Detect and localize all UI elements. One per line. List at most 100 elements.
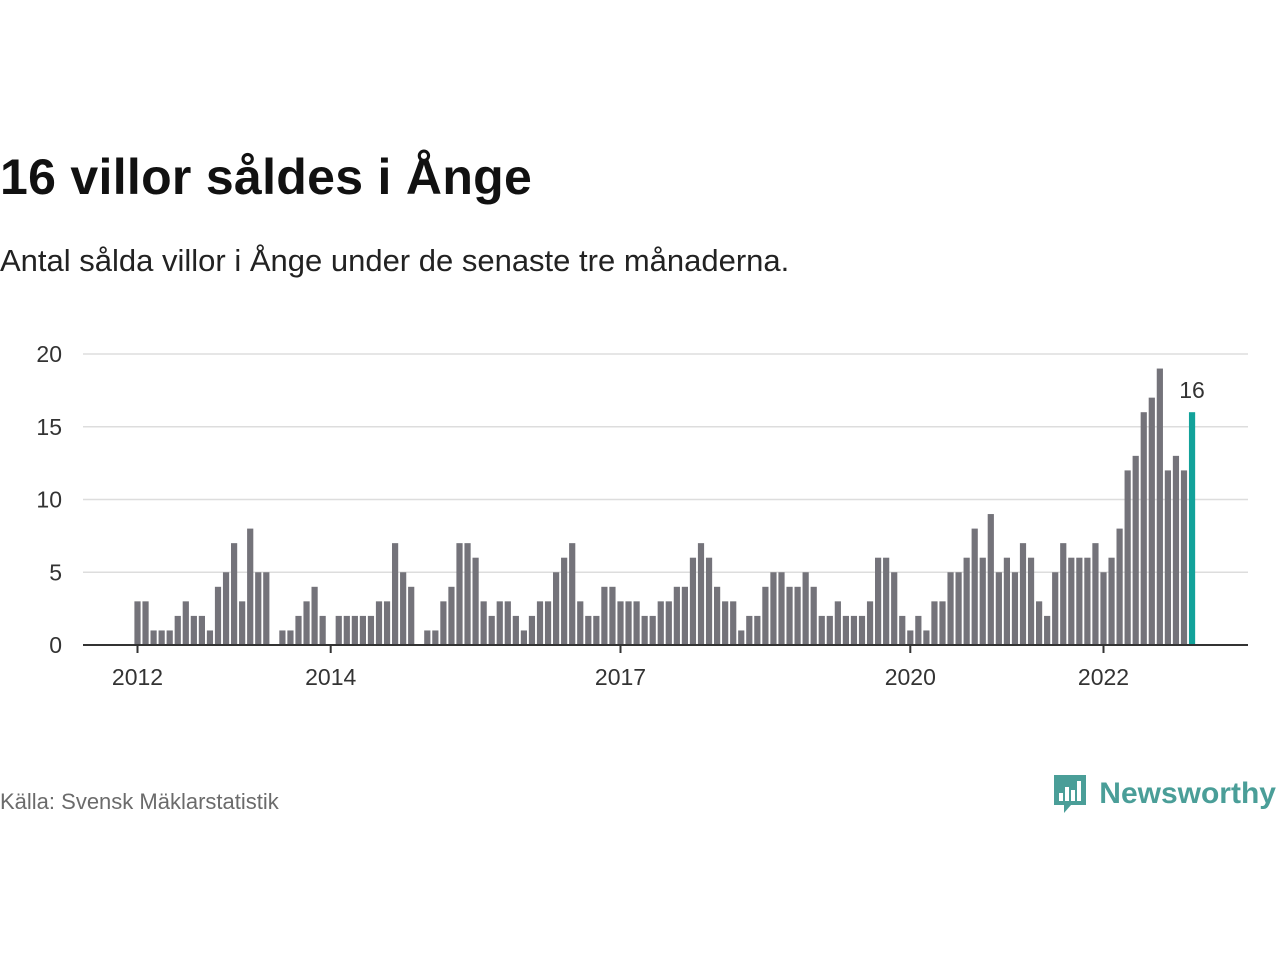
- bar: [231, 543, 238, 645]
- bar: [778, 572, 785, 645]
- bar: [1156, 368, 1163, 645]
- bar: [834, 601, 841, 645]
- bar: [794, 586, 801, 645]
- bar: [1124, 470, 1131, 645]
- bar: [955, 572, 962, 645]
- gridlines: [83, 353, 1248, 573]
- bar: [810, 586, 817, 645]
- bar: [762, 586, 769, 645]
- bar: [625, 601, 632, 645]
- bar: [1172, 455, 1180, 645]
- y-tick-label: 5: [49, 559, 62, 585]
- bar: [1140, 412, 1147, 645]
- bar: [303, 601, 310, 645]
- bar: [222, 572, 230, 645]
- bar: [142, 601, 149, 645]
- bar: [569, 543, 576, 645]
- bar: [617, 601, 624, 645]
- bars: [134, 368, 1196, 645]
- bar: [134, 601, 141, 645]
- x-tick-label: 2022: [1078, 664, 1129, 690]
- bar: [963, 557, 970, 645]
- bar: [1060, 543, 1067, 645]
- bar: [722, 601, 729, 645]
- bar: [657, 601, 664, 645]
- bar: [681, 586, 688, 645]
- bar: [770, 572, 777, 645]
- bar-highlight: [1188, 412, 1196, 645]
- bar: [971, 528, 978, 645]
- bar: [875, 557, 882, 645]
- bar: [577, 601, 584, 645]
- bar: [923, 630, 930, 645]
- bar: [1148, 397, 1155, 645]
- x-axis: 2012 2014 2017 2020 2022: [83, 644, 1248, 690]
- bar: [392, 543, 399, 645]
- bar: [544, 601, 552, 645]
- bar: [915, 615, 922, 645]
- highlight-value-label: 16: [1179, 377, 1205, 403]
- bar: [311, 586, 318, 645]
- source-note: Källa: Svensk Mäklarstatistik: [0, 789, 279, 814]
- bar: [979, 557, 986, 645]
- bar: [456, 543, 463, 645]
- bar: [987, 514, 994, 645]
- bar: [947, 572, 954, 645]
- bar: [1036, 601, 1043, 645]
- bar: [464, 543, 471, 645]
- bar: [263, 572, 270, 645]
- bar: [287, 630, 294, 645]
- bar-chart-speech-bubble-icon: [1054, 775, 1087, 813]
- bar: [239, 601, 246, 645]
- bar: [182, 601, 189, 645]
- bar: [601, 586, 608, 645]
- bar: [375, 601, 383, 645]
- bar: [1019, 543, 1027, 645]
- brand-name: Newsworthy: [1099, 777, 1276, 810]
- bar: [158, 630, 165, 645]
- newsworthy-logo[interactable]: Newsworthy: [1051, 772, 1276, 816]
- bar: [408, 586, 415, 645]
- bar: [295, 615, 302, 645]
- bar: [1003, 557, 1010, 645]
- bar: [319, 615, 326, 645]
- bar: [367, 615, 375, 645]
- bar: [802, 572, 809, 645]
- bar: [1044, 615, 1051, 645]
- y-tick-label: 20: [36, 341, 62, 367]
- bar: [641, 615, 648, 645]
- bar: [826, 615, 833, 645]
- bar: [206, 630, 214, 645]
- bar: [1084, 557, 1091, 645]
- bar: [754, 615, 761, 645]
- bar: [383, 601, 391, 645]
- bar: [512, 615, 519, 645]
- bar: [697, 543, 705, 645]
- bar: [649, 615, 656, 645]
- chart-subtitle: Antal sålda villor i Ånge under de senas…: [0, 243, 790, 278]
- bar: [166, 630, 173, 645]
- bar: [883, 557, 890, 645]
- bar: [174, 615, 181, 645]
- y-tick-label: 0: [49, 632, 62, 658]
- bar: [1092, 543, 1099, 645]
- bar: [480, 601, 487, 645]
- bar: [939, 601, 946, 645]
- bar: [705, 557, 713, 645]
- bar: [1076, 557, 1083, 645]
- bar: [842, 615, 849, 645]
- bar: [279, 630, 286, 645]
- bar: [432, 630, 439, 645]
- x-tick-label: 2020: [885, 664, 936, 690]
- chart-title: 16 villor såldes i Ånge: [0, 149, 533, 205]
- bar: [746, 615, 753, 645]
- bar: [891, 572, 898, 645]
- bar: [190, 615, 197, 645]
- bar: [1108, 557, 1115, 645]
- bar: [593, 615, 600, 645]
- y-tick-label: 10: [36, 487, 62, 513]
- bar: [609, 586, 616, 645]
- x-tick-label: 2014: [305, 664, 356, 690]
- bar: [1164, 470, 1171, 645]
- bar: [899, 615, 906, 645]
